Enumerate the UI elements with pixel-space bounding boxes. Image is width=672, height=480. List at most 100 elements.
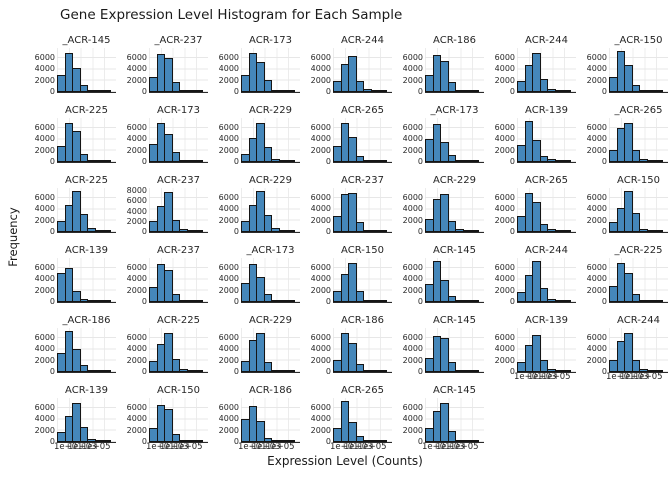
- histogram-plot-area: [517, 258, 576, 303]
- histogram-plot-area: [333, 188, 392, 233]
- y-tick-label: 6000: [34, 403, 55, 413]
- subplot-acr-244: ACR-244 6000 4000 2000 0 1e+01 1e+03 1e+05: [576, 314, 668, 384]
- subplot-title: ACR-186: [433, 35, 476, 46]
- y-tick-label: 0: [417, 297, 423, 306]
- histogram-bar: [440, 402, 449, 442]
- y-tick-label: 2000: [34, 285, 55, 295]
- y-tick-label: 6000: [586, 123, 607, 133]
- y-tick-label: 4000: [402, 64, 423, 74]
- subplot-title: ACR-145: [433, 315, 476, 326]
- histogram-plot-area: [425, 328, 484, 373]
- histogram-bar: [194, 370, 203, 372]
- subplot-title: ACR-145: [433, 245, 476, 256]
- histogram-bar: [263, 361, 272, 372]
- histogram-plot-area: [609, 48, 668, 93]
- subplot-acr-229: ACR-229 6000 4000 2000 0: [208, 314, 300, 384]
- histogram-bar: [532, 335, 541, 372]
- subplot-title: ACR-225: [65, 175, 108, 186]
- subplot-acr-150: ACR-150 6000 4000 2000 0 1e+01 1e+03 1e+05: [116, 384, 208, 454]
- y-tick-label: 6000: [218, 333, 239, 343]
- histogram-plot-area: [57, 48, 116, 93]
- subplot-acr-265: ACR-265 6000 4000 2000 0: [484, 174, 576, 244]
- y-tick-label: 0: [49, 367, 55, 376]
- y-tick-label: 6000: [310, 53, 331, 63]
- x-tick-label: 1e+03: [436, 442, 465, 452]
- x-tick-label: 1e+01: [514, 372, 543, 382]
- subplot-acr-186: ACR-186 6000 4000 2000 0 1e+01 1e+03 1e+05: [208, 384, 300, 454]
- histogram-plot-area: [57, 188, 116, 233]
- histogram-bar: [355, 436, 364, 442]
- histogram-bar: [562, 300, 571, 302]
- histogram-bar: [194, 160, 203, 162]
- y-tick-label: 6000: [218, 193, 239, 203]
- subplot-title: ACR-186: [249, 385, 292, 396]
- x-tick-label: 1e+05: [82, 442, 111, 452]
- y-tick-label: 2000: [494, 215, 515, 225]
- y-tick-label: 2000: [310, 215, 331, 225]
- subplot-title: ACR-229: [249, 105, 292, 116]
- histogram-bar: [194, 300, 203, 302]
- subplot-title: ACR-139: [65, 385, 108, 396]
- y-tick-label: 6000: [34, 263, 55, 273]
- histogram-plot-area: [517, 118, 576, 163]
- subplot-title: ACR-237: [157, 245, 200, 256]
- subplot-acr-139: ACR-139 6000 4000 2000 0: [24, 244, 116, 314]
- y-tick-label: 4000: [34, 274, 55, 284]
- y-tick-label: 6000: [402, 333, 423, 343]
- subplot-acr-139: ACR-139 6000 4000 2000 0: [484, 104, 576, 174]
- y-tick-label: 2000: [586, 145, 607, 155]
- histogram-bar: [539, 79, 548, 92]
- histogram-bar: [348, 55, 357, 92]
- y-tick-label: 2000: [310, 355, 331, 365]
- histogram-bar: [171, 151, 180, 162]
- y-tick-label: 0: [325, 157, 331, 166]
- x-tick-label: 1e+01: [238, 442, 267, 452]
- histogram-plot-area: [425, 188, 484, 233]
- y-tick-label: 4000: [218, 134, 239, 144]
- y-tick-label: 2000: [494, 285, 515, 295]
- histogram-bar: [171, 359, 180, 372]
- histogram-bar: [263, 147, 272, 162]
- subplot-acr-265: ACR-265 6000 4000 2000 0 1e+01 1e+03 1e+05: [300, 384, 392, 454]
- subplot-acr-229: ACR-229 6000 4000 2000 0: [208, 174, 300, 244]
- histogram-bar: [539, 359, 548, 372]
- y-tick-label: 2000: [494, 145, 515, 155]
- y-tick-label: 4000: [310, 64, 331, 74]
- histogram-bar: [447, 220, 456, 232]
- subplot-title: ACR-225: [65, 105, 108, 116]
- y-tick-label: 2000: [310, 425, 331, 435]
- y-tick-label: 0: [325, 297, 331, 306]
- histogram-bar: [355, 81, 364, 92]
- subplot-acr-150: ACR-150 6000 4000 2000 0: [300, 244, 392, 314]
- histogram-plot-area: [57, 398, 116, 443]
- subplot-title: ACR-244: [617, 315, 660, 326]
- histogram-plot-area: [425, 258, 484, 303]
- subplot-acr-186: ACR-186 6000 4000 2000 0: [392, 34, 484, 104]
- subplot-acr-265: _ACR-265 6000 4000 2000 0: [576, 104, 668, 174]
- y-tick-label: 6000: [126, 333, 147, 343]
- histogram-plot-area: [333, 258, 392, 303]
- y-tick-label: 0: [601, 227, 607, 236]
- histogram-bar: [539, 224, 548, 232]
- x-tick-labels: 1e+01 1e+03 1e+05: [514, 372, 580, 383]
- y-tick-label: 0: [325, 87, 331, 96]
- histogram-plot-area: [149, 328, 208, 373]
- y-tick-label: 0: [417, 87, 423, 96]
- y-tick-label: 0: [509, 367, 515, 376]
- y-tick-label: 2000: [218, 355, 239, 365]
- y-tick-label: 4000: [494, 344, 515, 354]
- y-tick-label: 4000: [310, 134, 331, 144]
- y-tick-label: 4000: [586, 134, 607, 144]
- histogram-bar: [171, 82, 180, 92]
- y-tick-label: 0: [509, 157, 515, 166]
- histogram-plot-area: [517, 48, 576, 93]
- subplot-title: _ACR-265: [614, 105, 663, 116]
- y-tick-label: 2000: [402, 75, 423, 85]
- histogram-bar: [654, 160, 663, 162]
- subplot-title: ACR-186: [341, 315, 384, 326]
- histogram-bar: [79, 84, 88, 92]
- histogram-bar: [654, 90, 663, 92]
- y-tick-label: 0: [49, 87, 55, 96]
- y-tick-label: 0: [325, 367, 331, 376]
- histogram-bar: [447, 155, 456, 162]
